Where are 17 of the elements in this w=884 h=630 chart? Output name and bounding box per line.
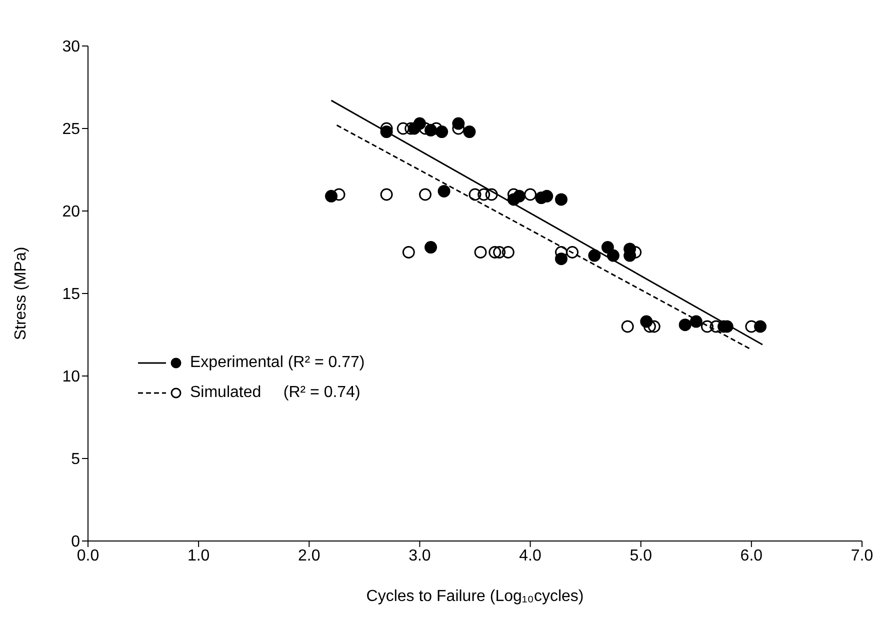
- x-axis-title: Cycles to Failure (Log₁₀cycles): [366, 588, 584, 605]
- legend-label: Simulated (R² = 0.74): [190, 384, 360, 402]
- y-axis-title: Stress (MPa): [12, 246, 30, 340]
- legend-label: Experimental (R² = 0.77): [190, 354, 365, 372]
- y-tick-label: 25: [62, 121, 80, 138]
- y-tick-label: 10: [62, 368, 80, 386]
- x-tick-label: 1.0: [187, 547, 210, 564]
- y-tick-label: 30: [62, 38, 80, 56]
- x-tick-label: 2.0: [298, 547, 320, 564]
- x-tick-label: 5.0: [630, 547, 652, 564]
- x-tick-label: 7.0: [850, 547, 874, 564]
- x-tick-label: 6.0: [740, 547, 763, 564]
- y-tick-label: 20: [62, 204, 80, 221]
- y-tick-label: 15: [62, 286, 80, 304]
- y-tick-label: 5: [71, 451, 80, 468]
- x-tick-label: 4.0: [519, 547, 542, 564]
- x-tick-label: 3.0: [408, 547, 431, 564]
